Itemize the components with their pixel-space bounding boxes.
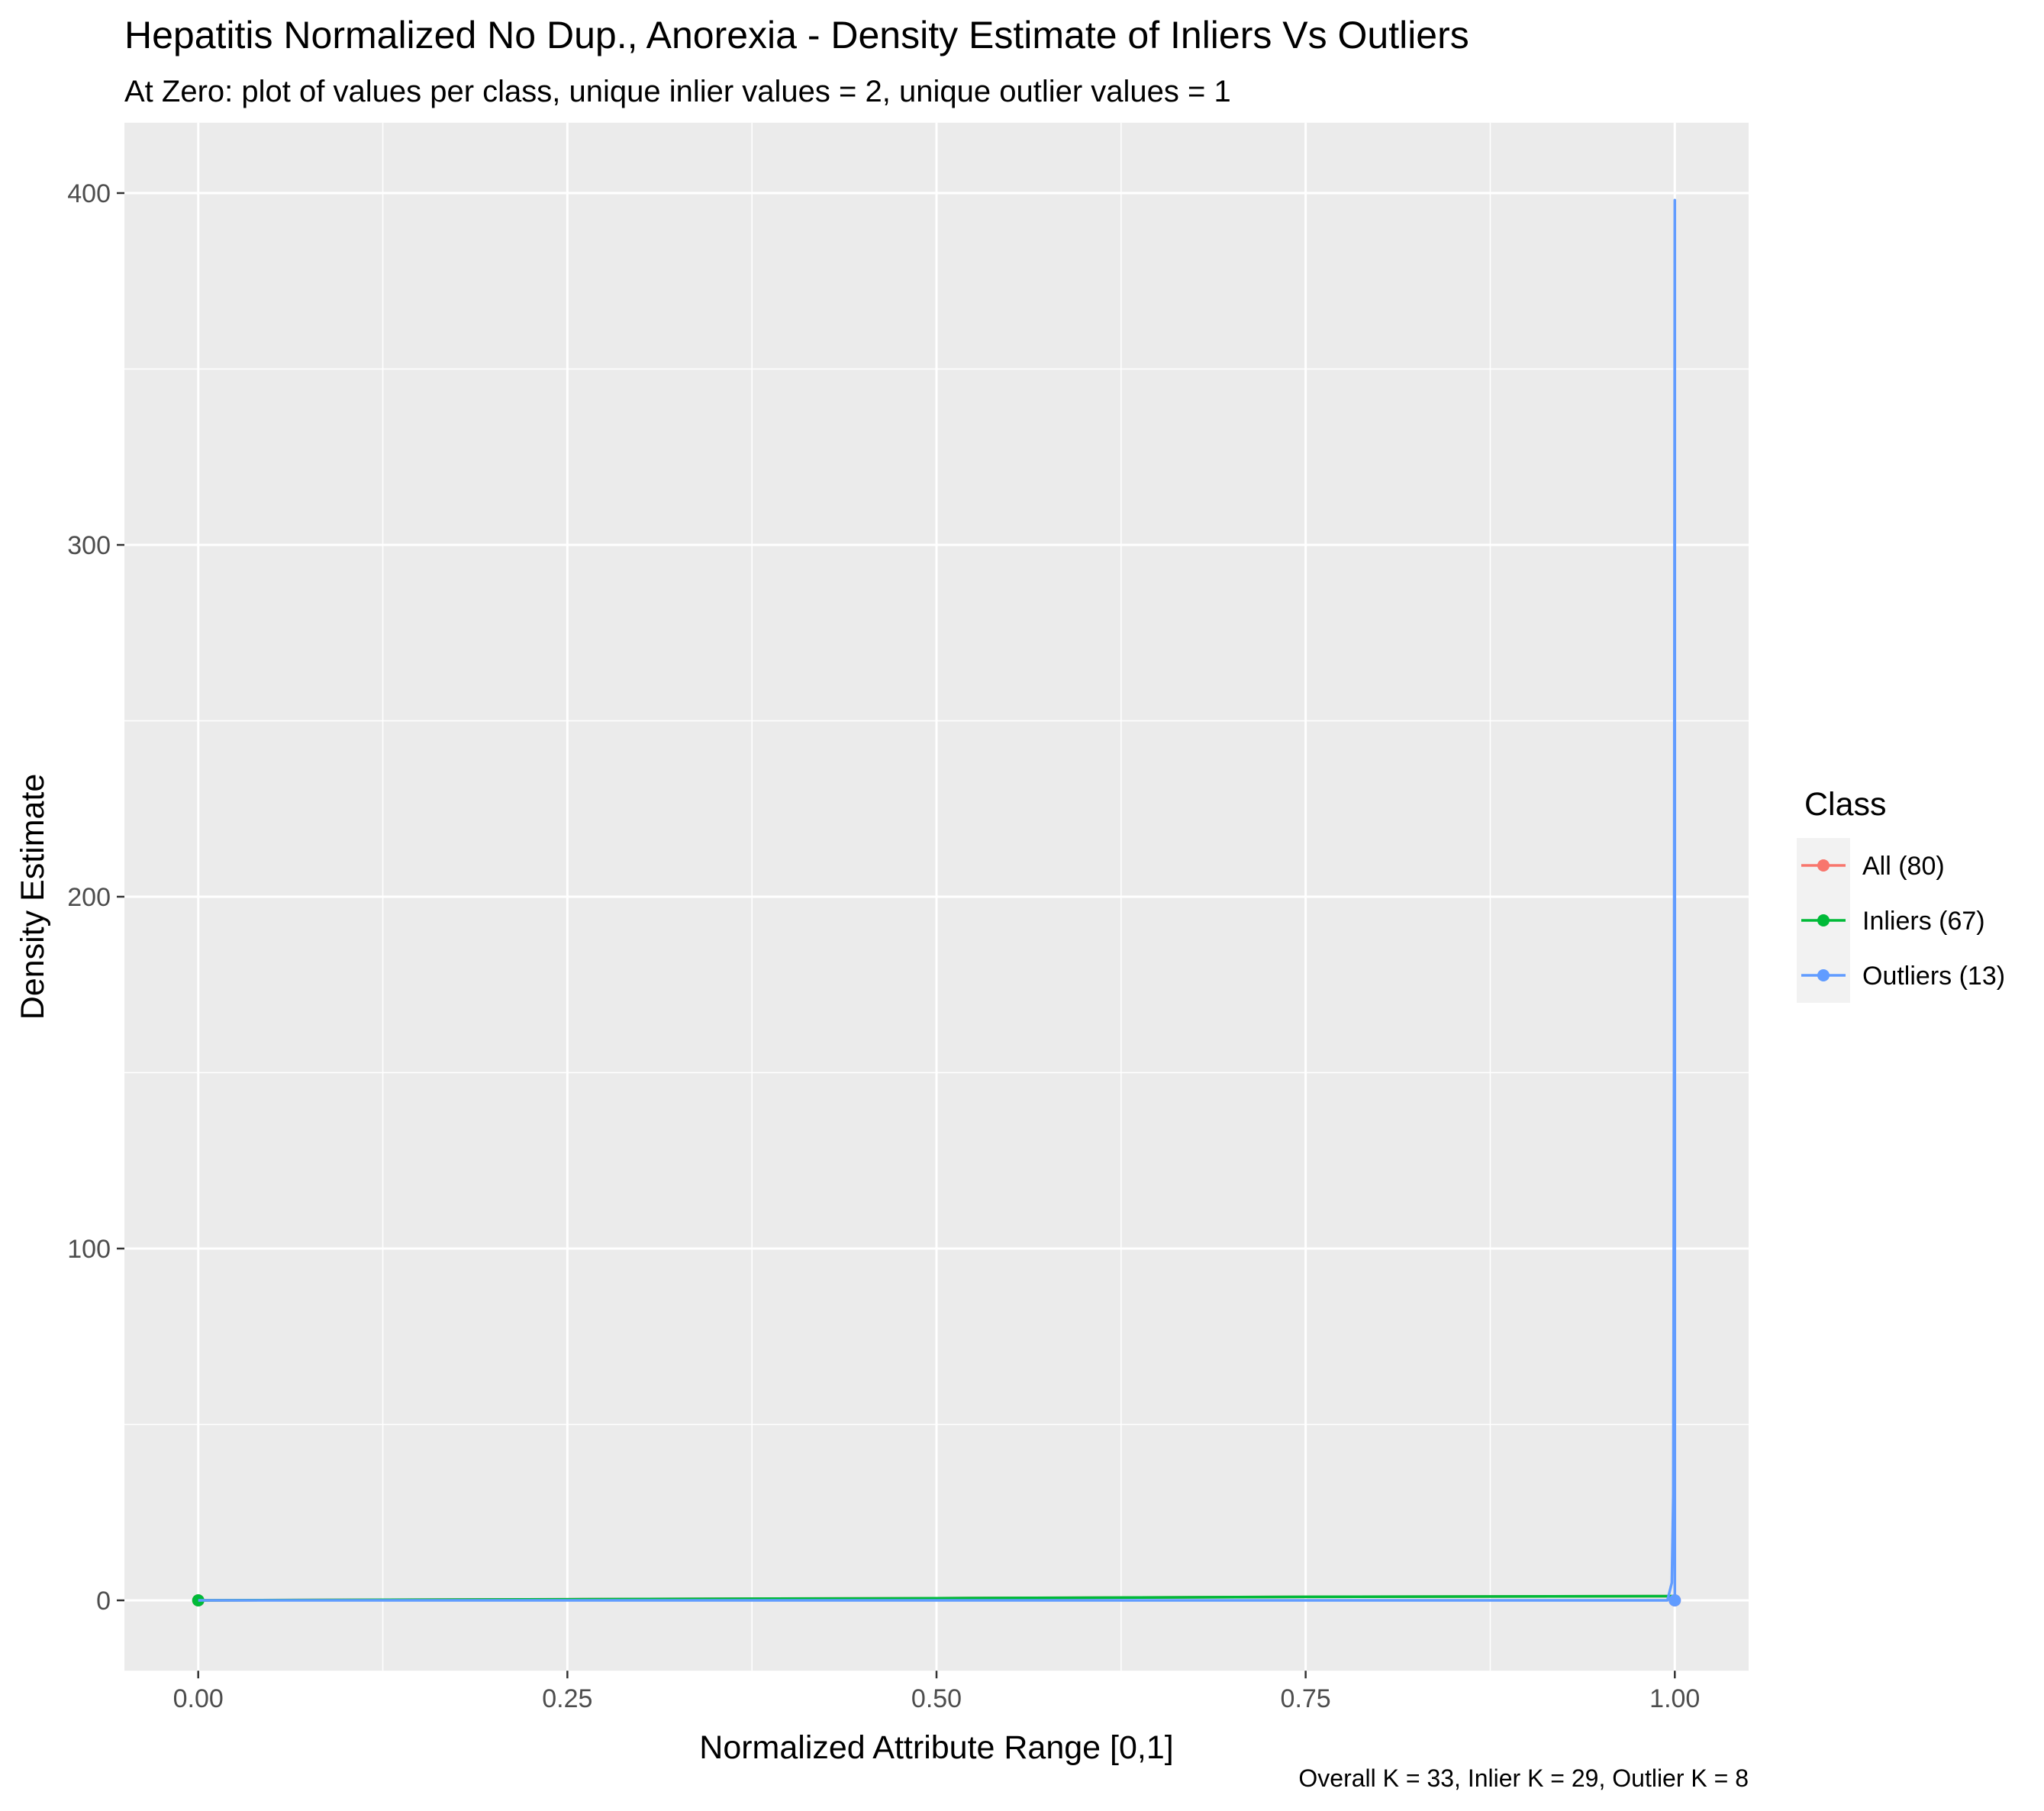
y-axis-title: Density Estimate	[15, 774, 51, 1020]
y-tick-label: 300	[67, 531, 111, 560]
y-tick-label: 200	[67, 883, 111, 912]
x-tick-label: 0.00	[173, 1684, 224, 1713]
series-layer	[192, 198, 1681, 1606]
series-line-2	[198, 198, 1677, 1602]
x-tick-label: 1.00	[1649, 1684, 1700, 1713]
legend-label: All (80)	[1862, 852, 1945, 881]
legend-key-point	[1817, 914, 1830, 926]
legend: Class All (80) Inliers (67) Outliers (13)	[1797, 786, 2005, 1003]
y-tick-label: 100	[67, 1235, 111, 1264]
legend-label: Outliers (13)	[1862, 962, 2005, 991]
legend-key-point	[1817, 969, 1830, 981]
series-point-2-0	[1668, 1594, 1681, 1606]
x-tick-label: 0.75	[1281, 1684, 1331, 1713]
y-tick-label: 0	[96, 1587, 111, 1616]
legend-key-point	[1817, 859, 1830, 872]
chart-subtitle: At Zero: plot of values per class, uniqu…	[124, 75, 1231, 108]
legend-label: Inliers (67)	[1862, 907, 1985, 936]
axes: 0.00 0.25 0.50 0.75 1.00 0 100 200 300 400	[67, 179, 1700, 1713]
legend-title: Class	[1804, 786, 1887, 823]
chart-title: Hepatitis Normalized No Dup., Anorexia -…	[124, 14, 1469, 56]
chart-caption: Overall K = 33, Inlier K = 29, Outlier K…	[1298, 1764, 1749, 1792]
x-tick-label: 0.25	[542, 1684, 592, 1713]
x-tick-label: 0.50	[911, 1684, 962, 1713]
x-axis-title: Normalized Attribute Range [0,1]	[699, 1729, 1173, 1766]
y-tick-label: 400	[67, 179, 111, 208]
